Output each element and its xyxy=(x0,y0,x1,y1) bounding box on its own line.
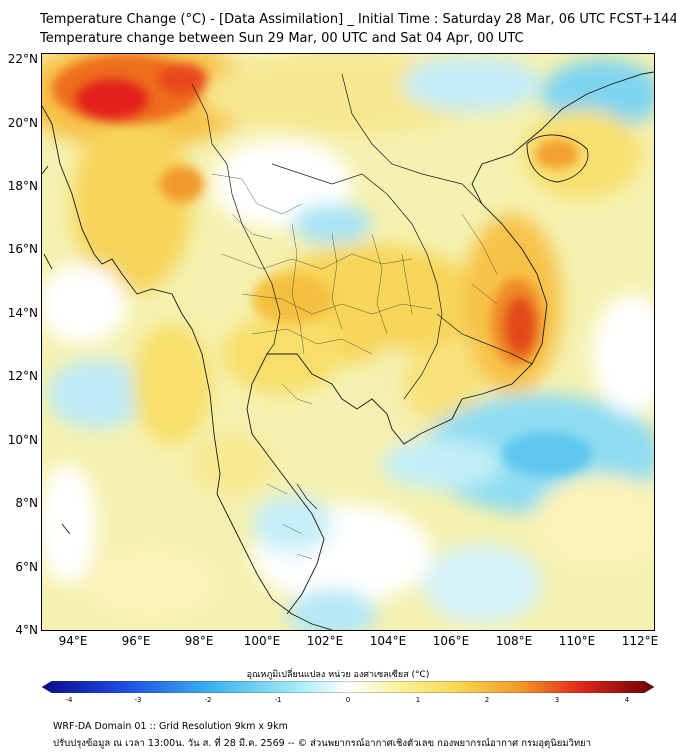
lon-label-110: 110°E xyxy=(558,634,596,648)
lon-label-106: 106°E xyxy=(432,634,470,648)
colorbar-title: อุณหภูมิเปลี่ยนแปลง หน่วย องศาเซลเซียส (… xyxy=(246,670,430,680)
lon-label-108: 108°E xyxy=(495,634,533,648)
lat-label-4: 4°N xyxy=(15,623,38,637)
lon-label-104: 104°E xyxy=(369,634,407,648)
colorbar-tick: -3 xyxy=(134,696,142,704)
lon-label-102: 102°E xyxy=(306,634,344,648)
lat-label-22: 22°N xyxy=(7,52,38,66)
map-subtitle: Temperature change between Sun 29 Mar, 0… xyxy=(40,31,524,46)
lat-label-12: 12°N xyxy=(7,369,38,383)
lat-label-18: 18°N xyxy=(7,179,38,193)
colorbar-tick: -2 xyxy=(204,696,212,704)
lon-label-112: 112°E xyxy=(621,634,659,648)
footer-credit: ปรับปรุงข้อมูล ณ เวลา 13:00น. วัน ส. ที่… xyxy=(53,738,592,749)
lat-label-16: 16°N xyxy=(7,242,38,256)
lon-label-94: 94°E xyxy=(58,634,88,648)
temperature-change-map xyxy=(41,53,655,631)
province-borders xyxy=(211,173,498,560)
lat-label-10: 10°N xyxy=(7,433,38,447)
coastlines xyxy=(42,71,654,630)
colorbar xyxy=(42,681,654,693)
temperature-field xyxy=(42,54,654,630)
hot-spots xyxy=(52,54,592,476)
colorbar-tick: -1 xyxy=(274,696,282,704)
map-title: Temperature Change (°C) - [Data Assimila… xyxy=(40,12,676,27)
footer-model-info: WRF-DA Domain 01 :: Grid Resolution 9km … xyxy=(53,721,288,732)
lat-label-14: 14°N xyxy=(7,306,38,320)
colorbar-tick: -4 xyxy=(65,696,73,704)
lat-label-6: 6°N xyxy=(15,560,38,574)
colorbar-tick: 0 xyxy=(345,696,351,704)
colorbar-tick: 1 xyxy=(415,696,421,704)
colorbar-tick: 4 xyxy=(624,696,630,704)
country-borders xyxy=(191,73,533,510)
lon-label-100: 100°E xyxy=(243,634,281,648)
lat-label-8: 8°N xyxy=(15,496,38,510)
lat-label-20: 20°N xyxy=(7,116,38,130)
lon-label-96: 96°E xyxy=(121,634,151,648)
colorbar-tick: 2 xyxy=(484,696,490,704)
lon-label-98: 98°E xyxy=(184,634,214,648)
colorbar-tick: 3 xyxy=(554,696,560,704)
